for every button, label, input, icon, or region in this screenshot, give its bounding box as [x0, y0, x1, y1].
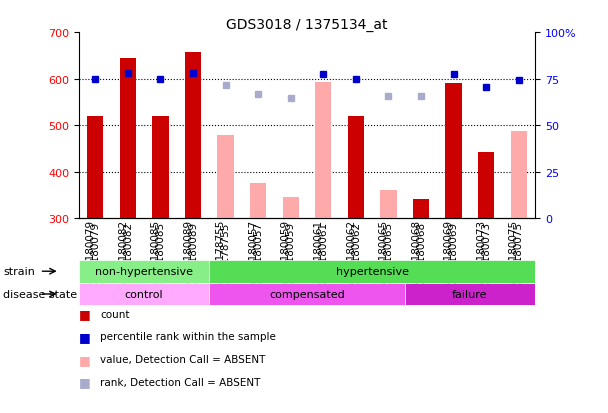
Bar [209, 260, 535, 283]
Text: failure: failure [452, 289, 488, 299]
Text: GSM180082: GSM180082 [118, 219, 128, 282]
Bar [209, 283, 405, 306]
Text: GSM180062: GSM180062 [351, 222, 361, 285]
Bar [315, 83, 331, 219]
Bar [511, 132, 527, 219]
Bar [348, 116, 364, 219]
Text: GSM180059: GSM180059 [286, 222, 295, 285]
Text: strain: strain [3, 266, 35, 277]
Text: GSM180059: GSM180059 [281, 219, 291, 282]
Text: GSM180079: GSM180079 [85, 219, 95, 282]
Bar [478, 152, 494, 219]
Text: GSM180069: GSM180069 [444, 219, 454, 282]
Text: GSM180057: GSM180057 [248, 219, 258, 282]
Text: GSM180079: GSM180079 [91, 222, 100, 285]
Bar [250, 184, 266, 219]
Text: GSM180073: GSM180073 [481, 222, 491, 285]
Text: compensated: compensated [269, 289, 345, 299]
Bar [381, 191, 396, 219]
Text: count: count [100, 309, 130, 319]
Text: value, Detection Call = ABSENT: value, Detection Call = ABSENT [100, 354, 266, 364]
Bar [218, 135, 233, 219]
Text: GSM180089: GSM180089 [188, 222, 198, 285]
Text: GSM180075: GSM180075 [509, 219, 519, 282]
Bar [446, 84, 461, 219]
Text: GSM180062: GSM180062 [346, 219, 356, 282]
Bar [153, 116, 168, 219]
Text: disease state: disease state [3, 289, 77, 299]
Text: control: control [125, 289, 164, 299]
Text: rank, Detection Call = ABSENT: rank, Detection Call = ABSENT [100, 377, 261, 387]
Bar [185, 53, 201, 219]
Text: GSM180075: GSM180075 [514, 222, 523, 285]
Bar [283, 197, 299, 219]
Text: GSM180057: GSM180057 [253, 222, 263, 285]
Text: GSM180061: GSM180061 [313, 219, 323, 282]
Text: GSM180065: GSM180065 [384, 222, 393, 285]
Text: ■: ■ [79, 307, 91, 320]
Text: GSM180065: GSM180065 [378, 219, 389, 282]
Bar [405, 283, 535, 306]
Text: GSM180069: GSM180069 [449, 222, 458, 285]
Text: GSM180068: GSM180068 [416, 222, 426, 285]
Text: hypertensive: hypertensive [336, 266, 409, 277]
Text: GSM180068: GSM180068 [411, 219, 421, 282]
Text: ■: ■ [79, 330, 91, 343]
Text: GSM180061: GSM180061 [319, 222, 328, 285]
Bar [79, 260, 209, 283]
Text: non-hypertensive: non-hypertensive [95, 266, 193, 277]
Bar [87, 116, 103, 219]
Text: GSM180082: GSM180082 [123, 222, 133, 285]
Bar [79, 283, 209, 306]
Bar [120, 59, 136, 219]
Text: GSM178755: GSM178755 [221, 222, 230, 285]
Title: GDS3018 / 1375134_at: GDS3018 / 1375134_at [226, 18, 388, 32]
Bar [413, 199, 429, 219]
Text: GSM180089: GSM180089 [183, 219, 193, 282]
Text: percentile rank within the sample: percentile rank within the sample [100, 332, 276, 342]
Text: GSM180085: GSM180085 [150, 219, 161, 282]
Text: GSM180073: GSM180073 [476, 219, 486, 282]
Text: ■: ■ [79, 353, 91, 366]
Text: GSM178755: GSM178755 [216, 219, 226, 282]
Text: ■: ■ [79, 375, 91, 389]
Text: GSM180085: GSM180085 [156, 222, 165, 285]
